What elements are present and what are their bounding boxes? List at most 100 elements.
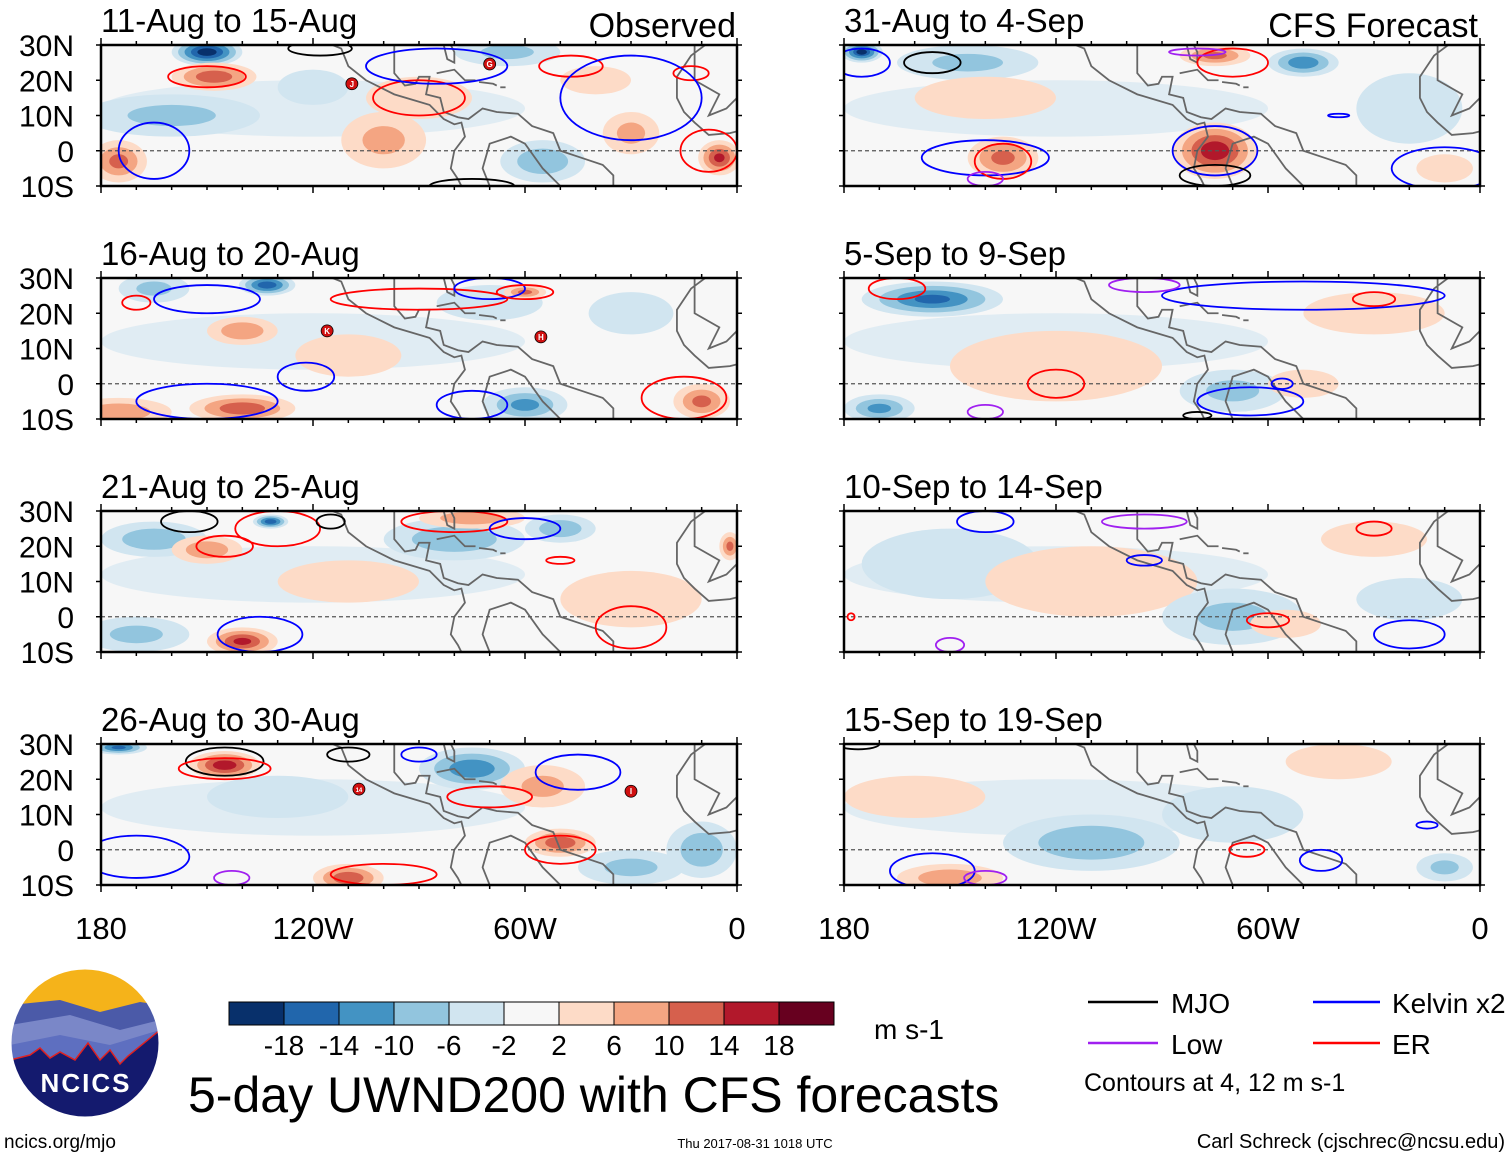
contour-kelvin	[1125, 554, 1163, 567]
lat-tick-label: 0	[57, 602, 74, 635]
contour-low	[1101, 513, 1188, 530]
coastline	[436, 68, 476, 82]
anomaly-shading	[1162, 786, 1304, 843]
anomaly-shading	[991, 150, 1015, 165]
contour-mjo	[184, 746, 265, 777]
coastline	[481, 368, 561, 419]
contour-kelvin	[844, 47, 891, 78]
lat-tick-label: 10S	[21, 171, 74, 204]
contour-kelvin	[1327, 112, 1351, 119]
lat-tick-label: 0	[57, 835, 74, 868]
contour-kelvin	[559, 54, 703, 142]
anomaly-shading	[136, 281, 172, 296]
coastline	[1436, 744, 1480, 817]
coastline	[393, 744, 615, 885]
contour-mjo	[903, 51, 962, 75]
figure-title: 5-day UWND200 with CFS forecasts	[188, 1067, 999, 1123]
contour-mjo	[326, 746, 371, 763]
colorbar-tick-label: 6	[606, 1030, 622, 1061]
contour-er	[329, 287, 509, 311]
coastline	[693, 278, 737, 351]
lon-tick-label: 0	[1471, 911, 1488, 946]
anomaly-shading	[1038, 825, 1145, 860]
anomaly-shading	[440, 511, 504, 525]
coastline	[676, 511, 737, 602]
colorbar-tick-label: 18	[763, 1030, 794, 1061]
observed-label: Observed	[589, 7, 736, 45]
lat-tick-label: 10N	[19, 800, 74, 833]
contour-low	[934, 637, 966, 652]
contour-low	[213, 870, 251, 885]
coastline	[442, 511, 456, 531]
anomaly-shading	[195, 70, 233, 83]
coastline	[1436, 511, 1480, 584]
contour-er	[1026, 368, 1086, 399]
anomaly-shading	[616, 122, 646, 144]
anomaly-shading	[122, 528, 186, 550]
anomaly-shading	[844, 775, 986, 819]
contour-mjo	[1182, 411, 1213, 419]
contour-er	[672, 65, 710, 82]
legend: MJO Kelvin x2 Low ER Contours at 4, 12 m…	[1084, 988, 1506, 1097]
contour-er	[446, 785, 533, 809]
contour-kelvin	[216, 615, 304, 652]
coastline	[442, 744, 456, 764]
lat-tick-label: 20N	[19, 298, 74, 331]
contour-kelvin	[153, 284, 261, 315]
panel-title: 15-Sep to 19-Sep	[844, 701, 1103, 738]
anomaly-shading	[264, 519, 277, 524]
anomaly-shading	[185, 541, 229, 559]
coastline	[393, 511, 615, 652]
anomaly-shading	[257, 281, 277, 289]
contour-er	[177, 757, 272, 781]
lat-tick-label: 10S	[21, 637, 74, 670]
lat-tick-label: 0	[57, 369, 74, 402]
coastline	[693, 45, 737, 118]
anomaly-shading	[521, 775, 564, 797]
contour-kelvin	[889, 852, 976, 885]
contour-er	[234, 511, 321, 548]
contour-er	[195, 534, 254, 558]
contour-kelvin	[488, 517, 562, 541]
legend-label-kelvin: Kelvin x2	[1392, 988, 1506, 1019]
contour-kelvin	[276, 361, 336, 392]
lat-tick-label: 0	[57, 136, 74, 169]
panel-title: 26-Aug to 30-Aug	[101, 701, 360, 738]
lon-tick-label: 120W	[273, 911, 355, 946]
anomaly-shading	[950, 330, 1162, 402]
anomaly-shading	[545, 836, 576, 849]
legend-label-low: Low	[1171, 1029, 1223, 1060]
anomaly-shading	[1416, 154, 1473, 183]
coastline	[1419, 45, 1480, 136]
lat-tick-label: 30N	[19, 30, 74, 63]
colorbar-swatch	[723, 1001, 780, 1026]
axis-labels: 30N20N10N010S30N20N10N010S30N20N10N010S3…	[19, 30, 1489, 946]
panel-title: 10-Sep to 14-Sep	[844, 468, 1103, 505]
contour-kelvin	[1171, 125, 1259, 177]
coastline	[436, 767, 476, 781]
contour-er	[121, 294, 152, 311]
colorbar-swatch	[558, 1001, 615, 1026]
coastline	[676, 744, 737, 835]
contour-kelvin	[956, 511, 1015, 534]
map-panel: 16-Aug to 20-Aug K H	[96, 235, 742, 426]
storm-label: 14	[356, 788, 363, 794]
lat-tick-label: 10S	[21, 870, 74, 903]
lat-tick-label: 10N	[19, 334, 74, 367]
anomaly-shading	[692, 395, 712, 408]
contour-kelvin	[1390, 146, 1480, 186]
anomaly-shading	[127, 104, 216, 127]
storm-label: K	[324, 327, 330, 336]
contour-low	[1108, 278, 1181, 293]
storm-label: I	[630, 787, 632, 796]
footer-timestamp: Thu 2017-08-31 1018 UTC	[677, 1136, 832, 1151]
logo-text: NCICS	[41, 1068, 132, 1098]
contour-kelvin	[453, 278, 526, 301]
colorbar-tick-label: -18	[264, 1030, 304, 1061]
anomaly-shading	[1285, 744, 1392, 780]
coastline	[1436, 278, 1480, 351]
contour-kelvin	[117, 121, 191, 180]
anomaly-shading	[604, 858, 658, 877]
colorbar-swatch	[448, 1001, 505, 1026]
coastline	[1136, 744, 1358, 885]
